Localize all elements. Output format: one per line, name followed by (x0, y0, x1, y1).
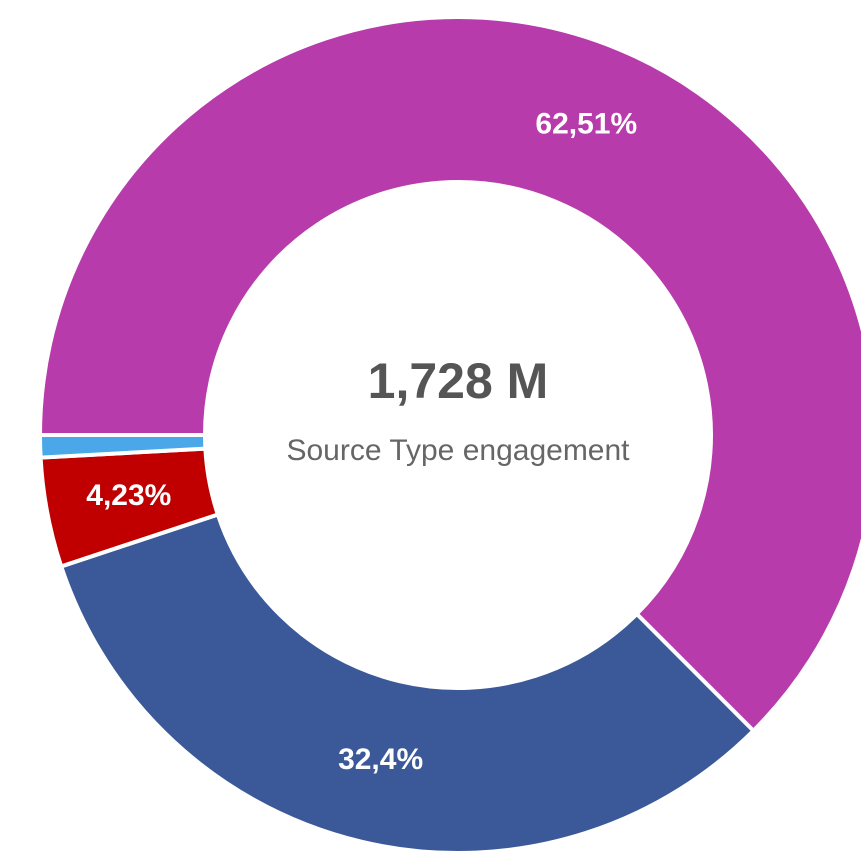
slice-label: 62,51% (535, 107, 637, 140)
center-value: 1,728 M (368, 353, 549, 409)
slice (58, 512, 757, 852)
slice (37, 15, 861, 734)
center-label: Source Type engagement (286, 434, 630, 467)
slice (37, 433, 208, 460)
slice-label: 4,23% (86, 479, 171, 512)
slice-label: 32,4% (338, 743, 423, 776)
